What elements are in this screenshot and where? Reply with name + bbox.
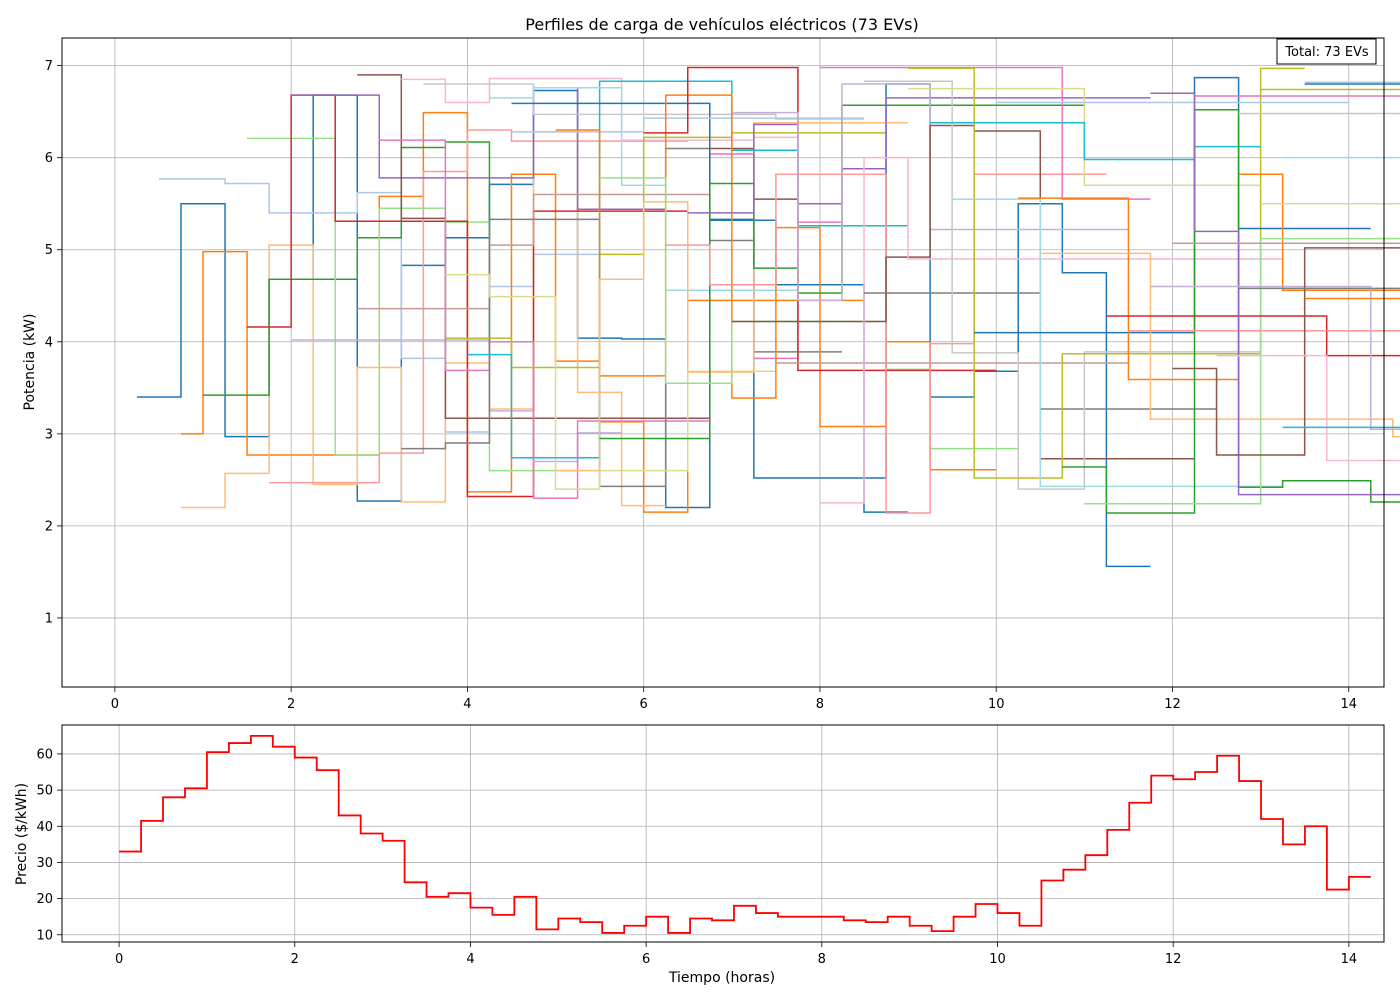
top-chart-y-tick-label: 1 xyxy=(45,611,53,626)
bottom-chart-y-tick-label: 40 xyxy=(36,820,53,835)
top-chart-y-tick-label: 6 xyxy=(45,151,53,166)
ev-profile-series-34 xyxy=(819,156,1283,504)
bottom-chart-x-tick-label: 14 xyxy=(1341,952,1358,967)
ev-profile-series-18 xyxy=(445,273,776,490)
ev-profile-series-9 xyxy=(291,86,666,210)
ev-profile-series-45 xyxy=(1062,109,1400,514)
bottom-chart-series-group xyxy=(119,734,1371,934)
ev-profile-series-16 xyxy=(423,83,865,120)
bottom-chart-y-tick-label: 60 xyxy=(36,747,53,762)
top-chart-x-tick-label: 4 xyxy=(463,697,471,712)
bottom-chart-x-tick-label: 0 xyxy=(115,952,123,967)
bottom-chart-y-ticks: 10 20 30 40 50 60 xyxy=(36,747,62,943)
top-chart-frame xyxy=(61,37,1385,688)
top-chart-x-ticks: 0 2 4 6 8 10 12 14 xyxy=(111,687,1357,712)
top-chart-x-tick-label: 2 xyxy=(287,697,295,712)
ev-profile-series-43 xyxy=(1018,173,1400,381)
top-chart-series-group xyxy=(136,66,1400,568)
ev-profile-series-39 xyxy=(930,121,1261,161)
bottom-chart-x-tick-label: 2 xyxy=(291,952,299,967)
top-chart-annotation: Total: 73 EVs xyxy=(1276,38,1377,65)
bottom-chart-y-tick-label: 30 xyxy=(36,856,53,871)
top-chart-x-tick-label: 8 xyxy=(816,697,824,712)
bottom-chart-x-tick-label: 12 xyxy=(1165,952,1182,967)
ev-profile-series-23 xyxy=(555,94,997,471)
top-chart-y-tick-label: 3 xyxy=(45,427,53,442)
bottom-chart-y-tick-label: 10 xyxy=(36,928,53,943)
ev-profile-series-8 xyxy=(269,129,688,484)
ev-profile-series-28 xyxy=(665,173,1107,514)
bottom-chart-grid xyxy=(62,725,1384,942)
price-series xyxy=(119,734,1371,934)
top-chart-x-tick-label: 14 xyxy=(1340,697,1357,712)
ev-profile-series-48 xyxy=(1128,329,1400,332)
top-chart-annotation-box xyxy=(1276,38,1377,65)
top-chart-y-tick-label: 4 xyxy=(45,335,53,350)
top-chart-y-tick-label: 2 xyxy=(45,519,53,534)
top-chart-x-tick-label: 12 xyxy=(1164,697,1181,712)
top-chart-y-axis-label: Potencia (kW) xyxy=(22,314,38,411)
bottom-chart-x-tick-label: 10 xyxy=(989,952,1006,967)
ev-profile-series-29 xyxy=(687,97,1151,214)
bottom-chart-x-tick-label: 6 xyxy=(642,952,650,967)
ev-profile-series-14 xyxy=(401,77,798,141)
ev-profile-series-25 xyxy=(599,104,1085,440)
top-chart-x-tick-label: 0 xyxy=(111,697,119,712)
top-chart-annotation-text: Total: 73 EVs xyxy=(1284,45,1369,60)
bottom-chart-y-tick-label: 20 xyxy=(36,892,53,907)
ev-profile-series-33 xyxy=(819,66,1151,200)
ev-profile-series-3 xyxy=(180,111,865,513)
top-chart-y-ticks: 1 2 3 4 5 6 7 xyxy=(45,59,62,626)
bottom-chart-x-tick-label: 8 xyxy=(818,952,826,967)
top-chart-x-tick-label: 6 xyxy=(640,697,648,712)
bottom-chart-x-ticks: 0 2 4 6 8 10 12 14 xyxy=(115,942,1357,967)
bottom-chart-y-tick-label: 50 xyxy=(36,784,53,799)
bottom-chart-x-tick-label: 4 xyxy=(466,952,474,967)
ev-profile-series-30 xyxy=(731,83,1129,302)
ev-profile-series-47 xyxy=(1106,315,1400,357)
ev-profile-series-49 xyxy=(1150,92,1400,496)
bottom-chart-frame xyxy=(61,724,1385,943)
top-chart-y-tick-label: 7 xyxy=(45,59,53,74)
ev-profile-series-37 xyxy=(908,67,1305,479)
top-chart-y-tick-label: 5 xyxy=(45,243,53,258)
ev-profile-series-51 xyxy=(1172,247,1400,456)
ev-profile-series-6 xyxy=(247,137,578,472)
ev-profile-series-22 xyxy=(511,117,865,133)
ev-profile-series-4 xyxy=(180,131,666,509)
ev-profile-series-36 xyxy=(864,80,1261,490)
bottom-chart-x-axis-label: Tiempo (horas) xyxy=(668,970,775,986)
ev-profile-series-46 xyxy=(1084,237,1400,505)
ev-profile-series-31 xyxy=(731,124,1195,460)
top-chart-x-tick-label: 10 xyxy=(988,697,1005,712)
ev-profile-series-50 xyxy=(1150,285,1400,430)
top-chart-title: Perfiles de carga de vehículos eléctrico… xyxy=(525,15,918,34)
ev-profile-series-21 xyxy=(511,102,909,513)
bottom-chart-y-axis-label: Precio ($/kWh) xyxy=(14,783,30,885)
ev-profile-series-54 xyxy=(1216,354,1400,462)
